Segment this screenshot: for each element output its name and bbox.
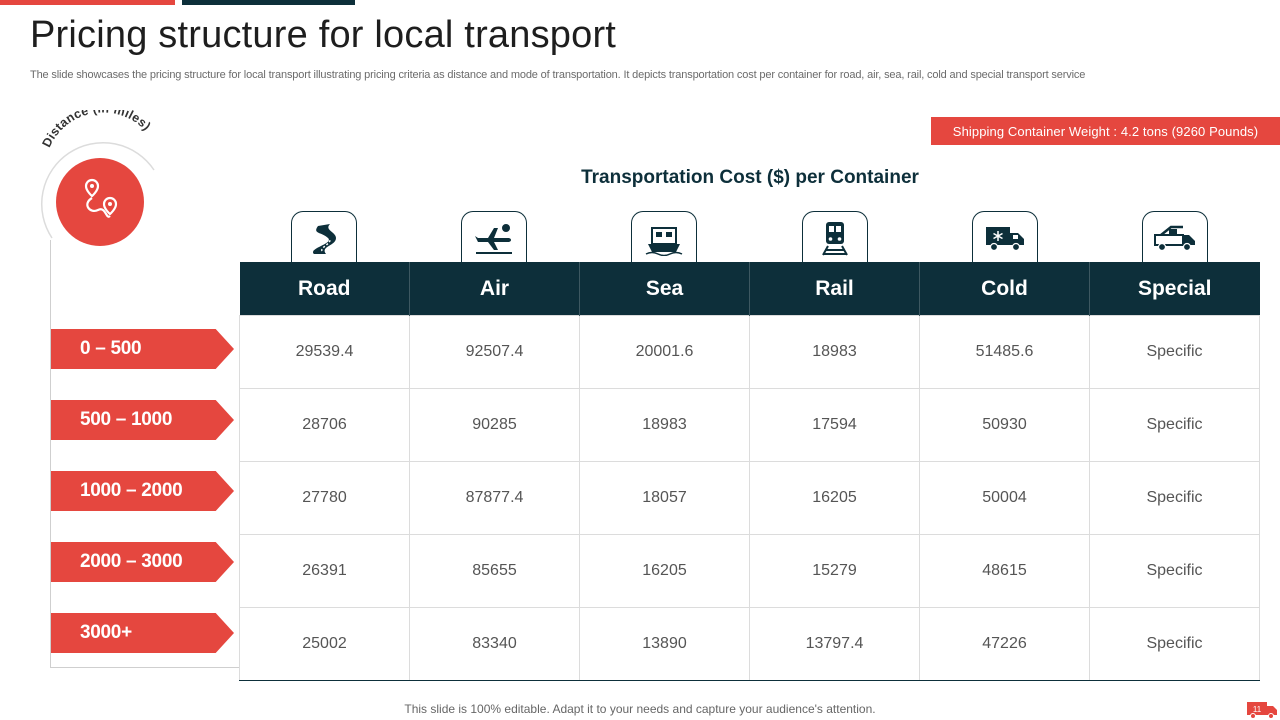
table-cell: 16205 [579,534,750,608]
page-number: 11 [1253,705,1262,714]
table-title: Transportation Cost ($) per Container [581,167,919,188]
table-cell: Specific [1089,315,1260,389]
table-cell: Specific [1089,388,1260,462]
table-cell: 47226 [919,607,1090,681]
table-cell: 92507.4 [409,315,580,389]
column-header-road: Road [239,262,410,316]
distance-range-2000-3000: 2000 – 3000 [51,542,234,582]
table-cell: 85655 [409,534,580,608]
cold-icon-tab [972,211,1038,263]
container-weight-badge: Shipping Container Weight : 4.2 tons (92… [931,117,1280,145]
table-cell: 13797.4 [749,607,920,681]
table-cell: 48615 [919,534,1090,608]
sea-icon-tab [631,211,697,263]
table-cell: 15279 [749,534,920,608]
column-header-special: Special [1089,262,1260,316]
table-cell: 29539.4 [239,315,410,389]
table-row: 29539.4 92507.4 20001.6 18983 51485.6 Sp… [239,315,1260,389]
distance-range-1000-2000: 1000 – 2000 [51,471,234,511]
table-cell: Specific [1089,534,1260,608]
rail-icon-tab [802,211,868,263]
distance-label-arc: Distance (in miles) [39,110,155,239]
top-accent-bar-red [0,0,175,5]
pricing-table: Road Air Sea Rail Cold Special 29539.4 9… [239,262,1260,681]
distance-icon-circle [56,158,144,246]
distance-range-500-1000: 500 – 1000 [51,400,234,440]
table-cell: 18983 [749,315,920,389]
table-cell: 50004 [919,461,1090,535]
slide-footer-note: This slide is 100% editable. Adapt it to… [404,702,876,716]
table-cell: 28706 [239,388,410,462]
table-cell: 51485.6 [919,315,1090,389]
table-cell: 20001.6 [579,315,750,389]
top-accent-bar-dark [182,0,355,5]
distance-guide-base [50,667,240,668]
table-cell: 90285 [409,388,580,462]
table-cell: 26391 [239,534,410,608]
airplane-icon [475,223,512,254]
table-row: 26391 85655 16205 15279 48615 Specific [239,534,1260,608]
distance-guide-line [50,240,51,668]
column-header-air: Air [409,262,580,316]
table-cell: Specific [1089,607,1260,681]
table-header-row: Road Air Sea Rail Cold Special [239,262,1260,316]
distance-range-3000-plus: 3000+ [51,613,234,653]
column-header-rail: Rail [749,262,920,316]
road-icon [313,223,336,254]
route-pin-icon [84,178,118,218]
distance-range-0-500: 0 – 500 [51,329,234,369]
table-cell: Specific [1089,461,1260,535]
table-cell: 27780 [239,461,410,535]
page-number-badge: 11 [1247,702,1277,719]
table-cell: 17594 [749,388,920,462]
refrigerated-truck-icon [986,226,1024,251]
column-header-cold: Cold [919,262,1090,316]
air-icon-tab [461,211,527,263]
table-cell: 83340 [409,607,580,681]
column-header-sea: Sea [579,262,750,316]
special-icon-tab [1142,211,1208,263]
table-cell: 18983 [579,388,750,462]
table-cell: 18057 [579,461,750,535]
table-cell: 50930 [919,388,1090,462]
special-truck-icon [1154,225,1195,251]
page-subtitle: The slide showcases the pricing structur… [30,69,1086,81]
table-cell: 25002 [239,607,410,681]
table-row: 28706 90285 18983 17594 50930 Specific [239,388,1260,462]
table-cell: 16205 [749,461,920,535]
table-row: 27780 87877.4 18057 16205 50004 Specific [239,461,1260,535]
table-cell: 13890 [579,607,750,681]
ship-icon [645,226,683,256]
table-row: 25002 83340 13890 13797.4 47226 Specific [239,607,1260,681]
table-cell: 87877.4 [409,461,580,535]
road-icon-tab [291,211,357,263]
train-icon [822,221,848,255]
page-title: Pricing structure for local transport [30,14,617,56]
